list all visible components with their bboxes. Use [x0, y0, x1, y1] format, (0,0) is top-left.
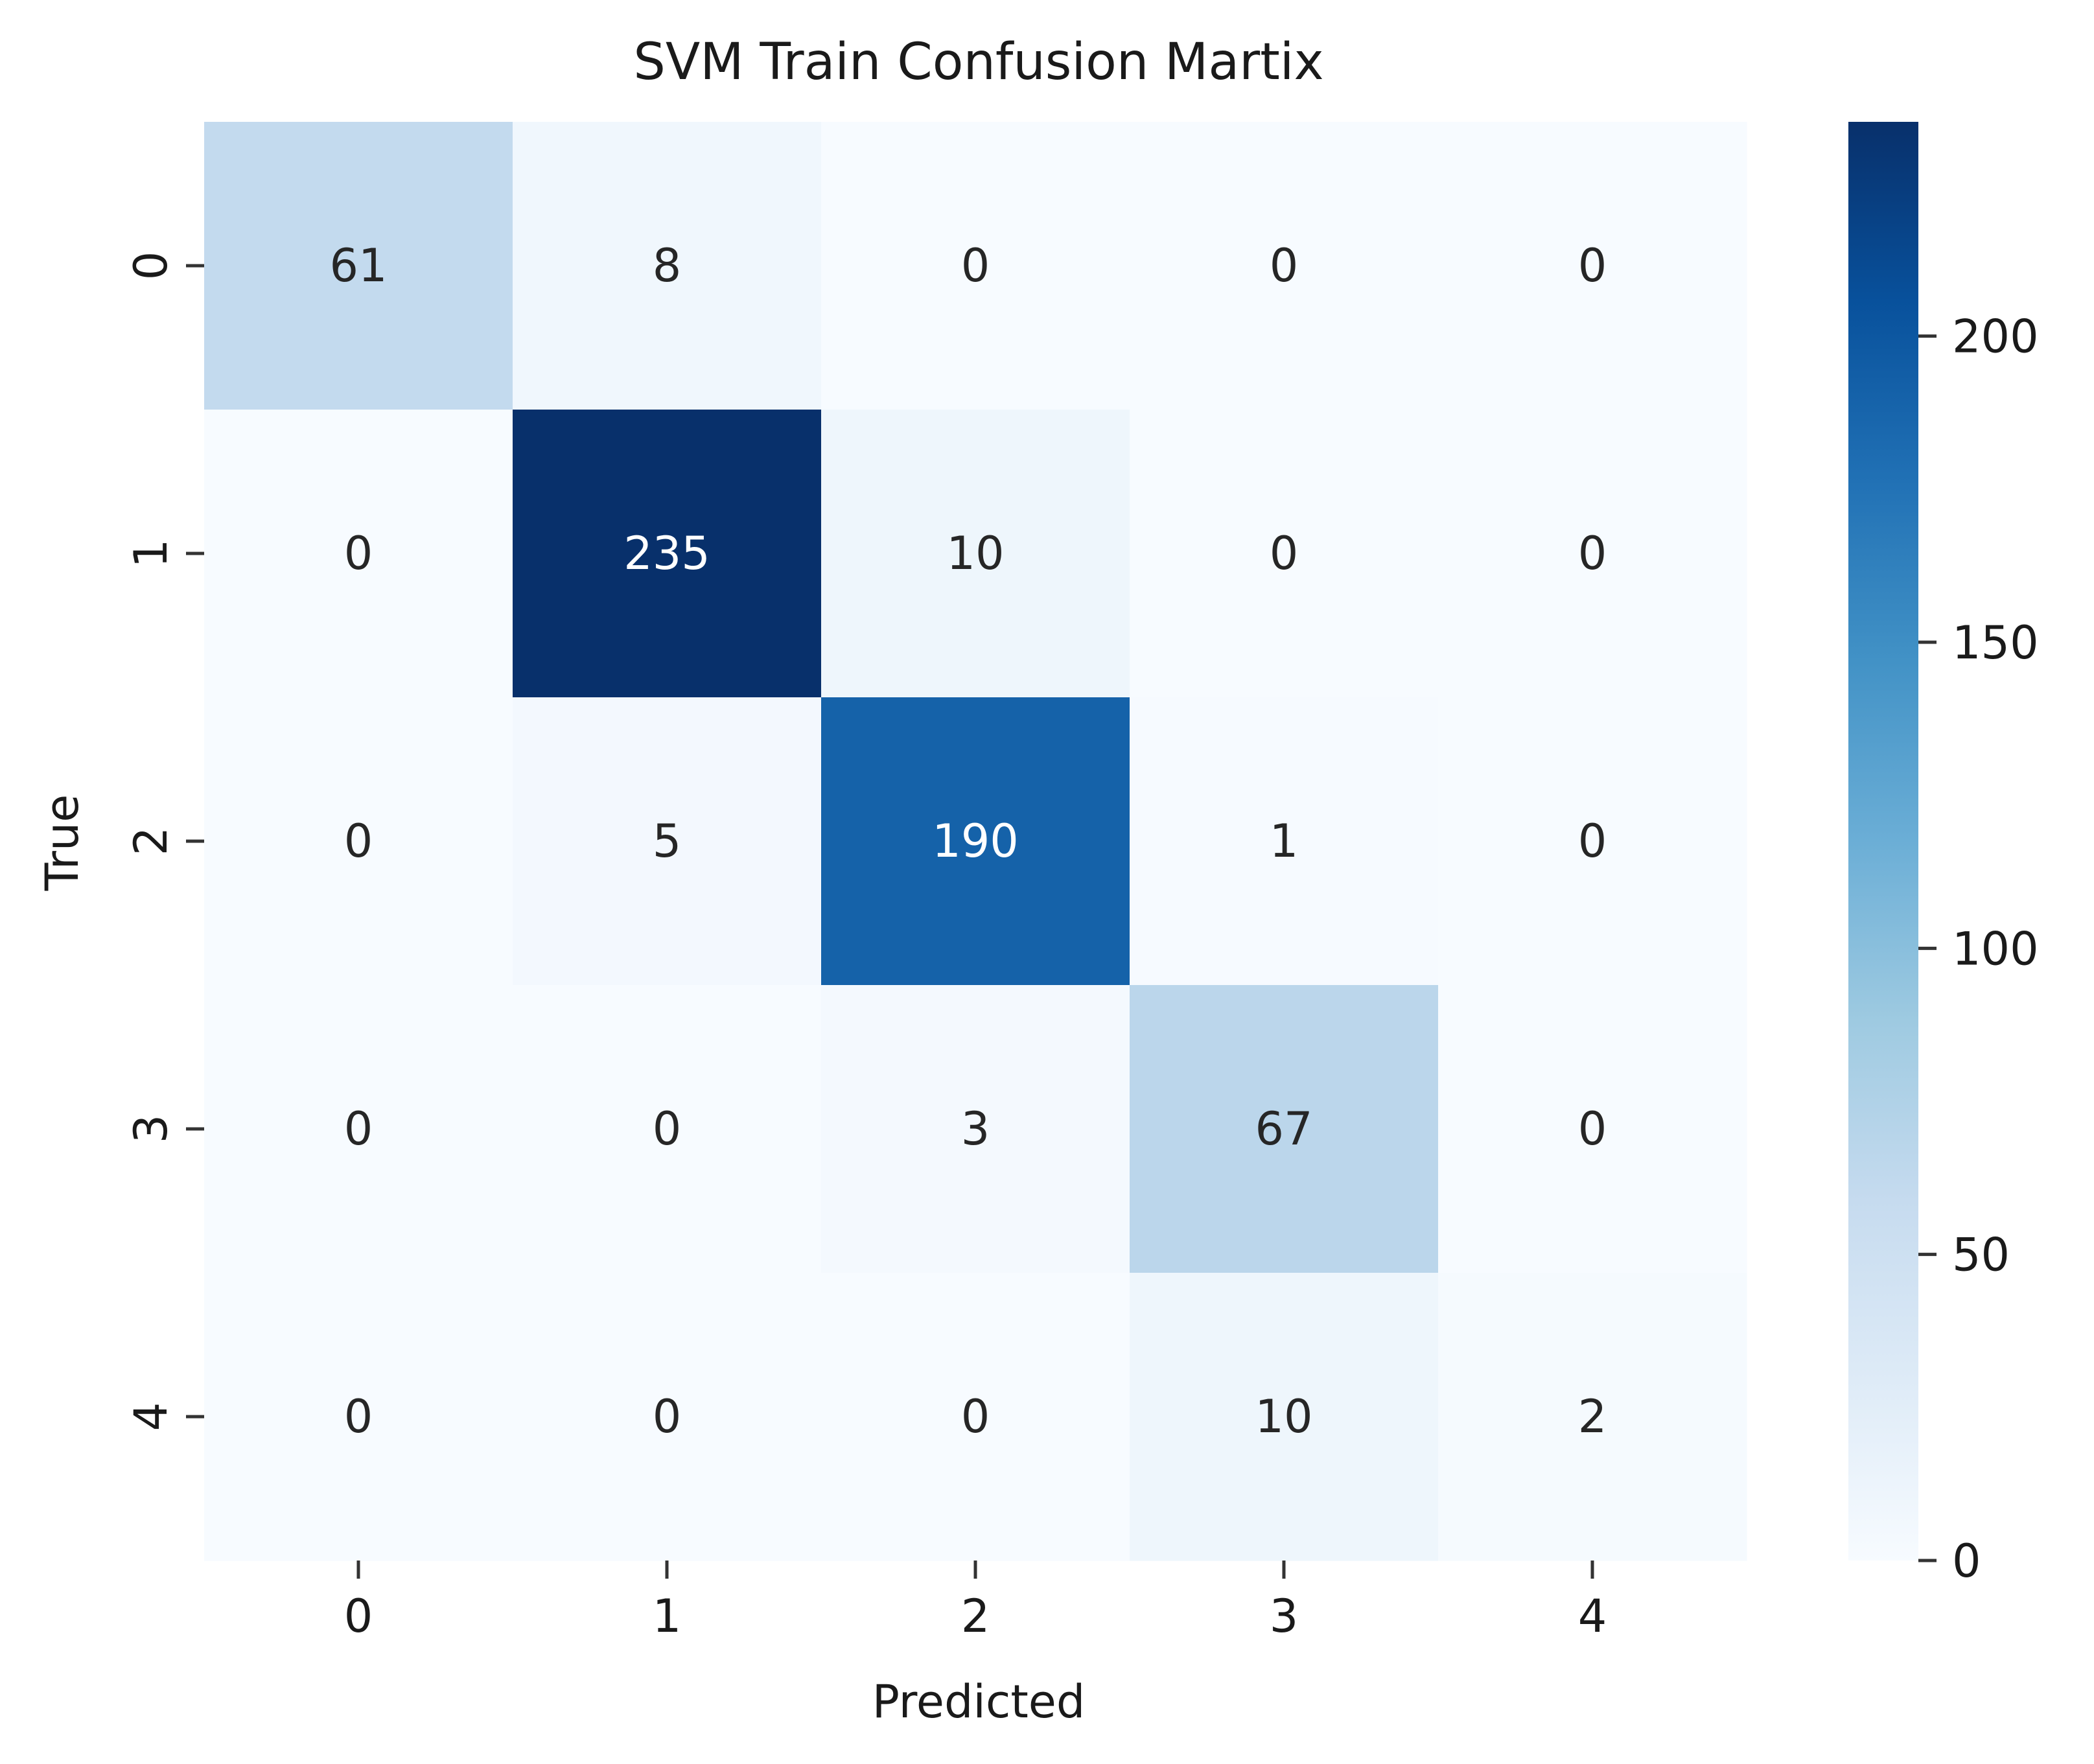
colorbar-tick-label: 50 — [1952, 1229, 2010, 1282]
colorbar-tick-label: 150 — [1952, 616, 2039, 669]
x-tick-label: 4 — [1578, 1590, 1607, 1643]
cell-value-label: 0 — [1270, 239, 1299, 292]
cell-value-label: 61 — [329, 239, 387, 292]
heatmap-cell — [204, 122, 513, 410]
colorbar: 0 50 100 150 200 — [1848, 122, 2039, 1588]
heatmap-cell — [1130, 697, 1439, 986]
y-tick-label: 2 — [124, 827, 178, 856]
y-tick-label: 3 — [124, 1115, 178, 1144]
heatmap-cell — [513, 1273, 822, 1561]
y-axis-label: True — [36, 795, 89, 892]
x-tick-label: 0 — [344, 1590, 373, 1643]
colorbar-ticks: 0 50 100 150 200 — [1918, 310, 2039, 1588]
cell-value-label: 8 — [653, 239, 682, 292]
heatmap-cell-labels: 61 8 0 0 00 235 10 0 00 5 190 1 00 0 3 67 00 0 0 10 2 — [329, 239, 1607, 1443]
cell-value-label: 5 — [653, 815, 682, 868]
x-tick-label: 2 — [961, 1590, 990, 1643]
heatmap-cells — [204, 122, 1747, 1561]
y-tick-label: 1 — [124, 539, 178, 568]
y-tick-label: 4 — [124, 1402, 178, 1432]
heatmap-cell — [513, 410, 822, 698]
cell-value-label: 0 — [961, 1390, 990, 1443]
heatmap-cell — [1130, 985, 1439, 1273]
y-tick-label: 0 — [124, 251, 178, 281]
cell-value-label: 67 — [1255, 1102, 1312, 1155]
colorbar-gradient — [1848, 122, 1918, 1561]
heatmap-cell — [1130, 122, 1439, 410]
cell-value-label: 0 — [961, 239, 990, 292]
cell-value-label: 0 — [344, 1102, 373, 1155]
chart-title: SVM Train Confusion Martix — [633, 33, 1323, 91]
cell-value-label: 235 — [623, 527, 710, 580]
heatmap-cell — [204, 410, 513, 698]
heatmap-cell — [1438, 1273, 1747, 1561]
cell-value-label: 0 — [1578, 239, 1607, 292]
cell-value-label: 2 — [1578, 1390, 1607, 1443]
cell-value-label: 0 — [653, 1390, 682, 1443]
heatmap-cell — [204, 985, 513, 1273]
heatmap-cell — [1438, 985, 1747, 1273]
colorbar-tick-label: 100 — [1952, 922, 2039, 975]
cell-value-label: 190 — [932, 815, 1019, 868]
heatmap-cell — [204, 697, 513, 986]
heatmap-cell — [204, 1273, 513, 1561]
heatmap-cell — [513, 697, 822, 986]
heatmap-cell — [513, 985, 822, 1273]
colorbar-tick-label: 0 — [1952, 1535, 1981, 1588]
heatmap-cell — [1130, 1273, 1439, 1561]
heatmap-cell — [821, 1273, 1130, 1561]
cell-value-label: 10 — [1255, 1390, 1312, 1443]
heatmap-cell — [513, 122, 822, 410]
heatmap-cell — [1438, 410, 1747, 698]
heatmap-cell — [1438, 122, 1747, 410]
cell-value-label: 0 — [344, 815, 373, 868]
x-tick-label: 1 — [653, 1590, 682, 1643]
cell-value-label: 10 — [946, 527, 1004, 580]
x-tick-label: 3 — [1270, 1590, 1299, 1643]
heatmap-cell — [821, 410, 1130, 698]
x-axis: 0 1 2 3 4 — [344, 1561, 1607, 1643]
cell-value-label: 0 — [1270, 527, 1299, 580]
cell-value-label: 1 — [1270, 815, 1299, 868]
heatmap-cell — [1130, 410, 1439, 698]
x-axis-label: Predicted — [872, 1675, 1086, 1728]
cell-value-label: 3 — [961, 1102, 990, 1155]
cell-value-label: 0 — [1578, 1102, 1607, 1155]
heatmap-cell — [1438, 697, 1747, 986]
y-axis: 0 1 2 3 4 — [124, 251, 204, 1432]
heatmap-cell — [821, 985, 1130, 1273]
heatmap-cell — [821, 697, 1130, 986]
cell-value-label: 0 — [653, 1102, 682, 1155]
colorbar-tick-label: 200 — [1952, 310, 2039, 364]
heatmap-cell — [821, 122, 1130, 410]
cell-value-label: 0 — [1578, 527, 1607, 580]
cell-value-label: 0 — [344, 1390, 373, 1443]
cell-value-label: 0 — [344, 527, 373, 580]
cell-value-label: 0 — [1578, 815, 1607, 868]
